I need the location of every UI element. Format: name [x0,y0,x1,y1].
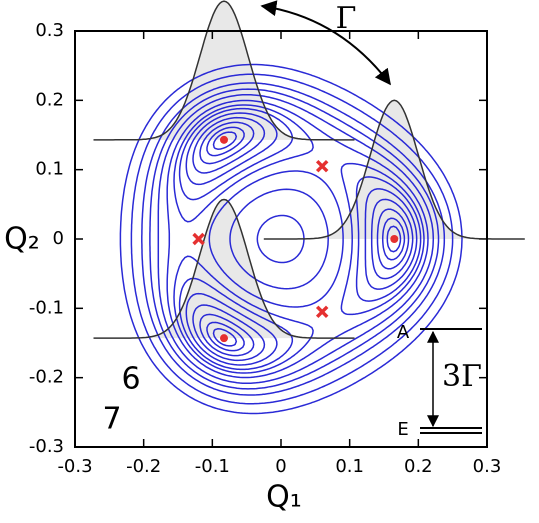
contour-line [192,116,414,362]
y-tick-label: 0 [53,228,64,249]
contour-line [157,93,435,385]
wavepacket [93,0,355,141]
contour-line [130,73,454,405]
minimum-point [390,235,399,243]
x-tick-label: -0.1 [195,456,230,477]
contour-line [199,121,410,357]
wavepacket [263,99,525,240]
y-tick-label: -0.1 [29,297,64,318]
y-tick-label: 0.1 [35,159,64,180]
x-tick-label: 0 [275,456,286,477]
y-tick-label: 0.3 [35,20,64,41]
contour-line [178,107,422,371]
wavepacket-fill [93,199,355,339]
x-tick-label: 0.1 [335,456,364,477]
saddle-point [192,232,205,246]
wavepacket [93,198,355,339]
contour-line [166,99,429,379]
contour-line [185,112,418,366]
contour-line [141,82,446,396]
level-label: E [397,419,408,440]
tunneling-arrow [260,0,391,86]
y-tick-label: -0.2 [29,367,64,388]
wavepacket-fill [93,1,355,140]
contour-line [119,63,463,415]
x-tick-label: -0.3 [57,456,92,477]
contour-label: 7 [102,402,121,437]
x-tick-label: -0.2 [126,456,161,477]
x-tick-label: 0.2 [404,456,433,477]
x-tick-label: 0.3 [473,456,502,477]
y-axis-label: Q₂ [4,222,40,257]
minimum-point [220,135,229,144]
saddle-point [315,159,329,173]
level-label: A [397,322,410,343]
y-tick-label: -0.3 [29,436,64,457]
contour-label: 6 [121,362,140,397]
x-axis-label: Q₁ [266,480,302,515]
wavepacket-fill [263,100,525,239]
contour-line [149,88,440,390]
contour-line [206,126,406,352]
tunneling-label: Γ [336,1,357,36]
contour-line [212,131,402,347]
splitting-label: 3Γ [442,359,482,394]
y-tick-label: 0.2 [35,89,64,110]
minimum-point [220,334,229,343]
saddle-point [315,305,329,319]
